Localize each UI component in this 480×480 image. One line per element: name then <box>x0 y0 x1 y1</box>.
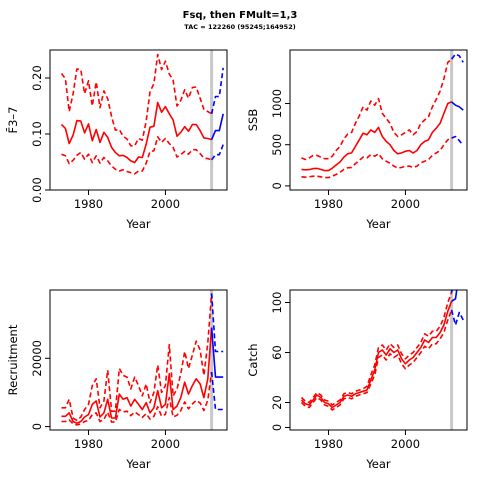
series-line-lower <box>300 309 453 411</box>
series-line-upper <box>301 58 453 161</box>
series-line-projection-lower <box>210 144 224 161</box>
series-line-projection-lower <box>451 135 464 146</box>
y-tick-label: 500 <box>270 134 284 156</box>
series-line-projection <box>451 290 458 302</box>
series-line-projection-upper <box>450 290 453 293</box>
x-tick-label: 1980 <box>314 197 343 211</box>
series-line-upper <box>60 53 213 147</box>
y-tick-label: 1000 <box>270 89 284 118</box>
y-axis-label: Recruitment <box>6 324 20 395</box>
series-line-projection-lower <box>210 371 224 411</box>
series-line-lower <box>61 136 212 175</box>
plot-frame <box>289 289 468 431</box>
y-tick-label: 0.10 <box>30 121 44 147</box>
y-axis-label: F̄3–7 <box>6 107 20 134</box>
series-line-projection-upper <box>210 293 224 353</box>
y-tick-label: 0 <box>270 424 284 431</box>
page-title: Fsq, then FMult=1,3 <box>182 10 298 21</box>
x-tick-label: 2000 <box>151 197 180 211</box>
x-tick-label: 1980 <box>314 437 343 451</box>
plot-frame <box>49 289 228 431</box>
series-line-estimate <box>300 301 453 409</box>
y-tick-label: 0.00 <box>30 177 44 203</box>
series-line-upper <box>300 292 453 406</box>
y-tick-label: 20 <box>270 395 284 410</box>
x-tick-label: 2000 <box>151 437 180 451</box>
x-tick-label: 1980 <box>74 437 103 451</box>
x-tick-label: 2000 <box>391 197 420 211</box>
series-line-estimate <box>301 101 452 172</box>
y-tick-label: 100 <box>270 292 284 314</box>
series-line-projection <box>451 101 464 111</box>
x-axis-label: Year <box>125 457 151 471</box>
series-line-upper <box>61 293 213 422</box>
x-tick-label: 2000 <box>391 437 420 451</box>
y-tick-label: 0.20 <box>30 65 44 91</box>
x-axis-label: Year <box>365 217 391 231</box>
series-line-lower <box>61 371 213 426</box>
series-line-projection <box>210 327 224 378</box>
series-line-estimate <box>61 327 213 425</box>
series-line-estimate <box>60 101 212 164</box>
series-line-projection-lower <box>450 309 464 326</box>
y-axis-label: SSB <box>246 109 260 132</box>
series-line-projection-upper <box>450 53 464 63</box>
y-tick-label: 20000 <box>30 340 44 377</box>
x-axis-label: Year <box>125 217 151 231</box>
y-tick-label: 60 <box>270 345 284 360</box>
series-line-projection <box>210 113 224 140</box>
y-axis-label: Catch <box>246 343 260 376</box>
x-axis-label: Year <box>365 457 391 471</box>
series-line-lower <box>301 137 452 179</box>
y-tick-label: 0 <box>270 182 284 189</box>
x-tick-label: 1980 <box>74 197 103 211</box>
series-line-projection-upper <box>210 67 224 114</box>
page-subtitle: TAC = 122260 (95245;164952) <box>184 23 296 31</box>
plot-frame <box>289 49 468 191</box>
y-tick-label: 0 <box>30 423 44 430</box>
plot-frame <box>49 49 228 191</box>
